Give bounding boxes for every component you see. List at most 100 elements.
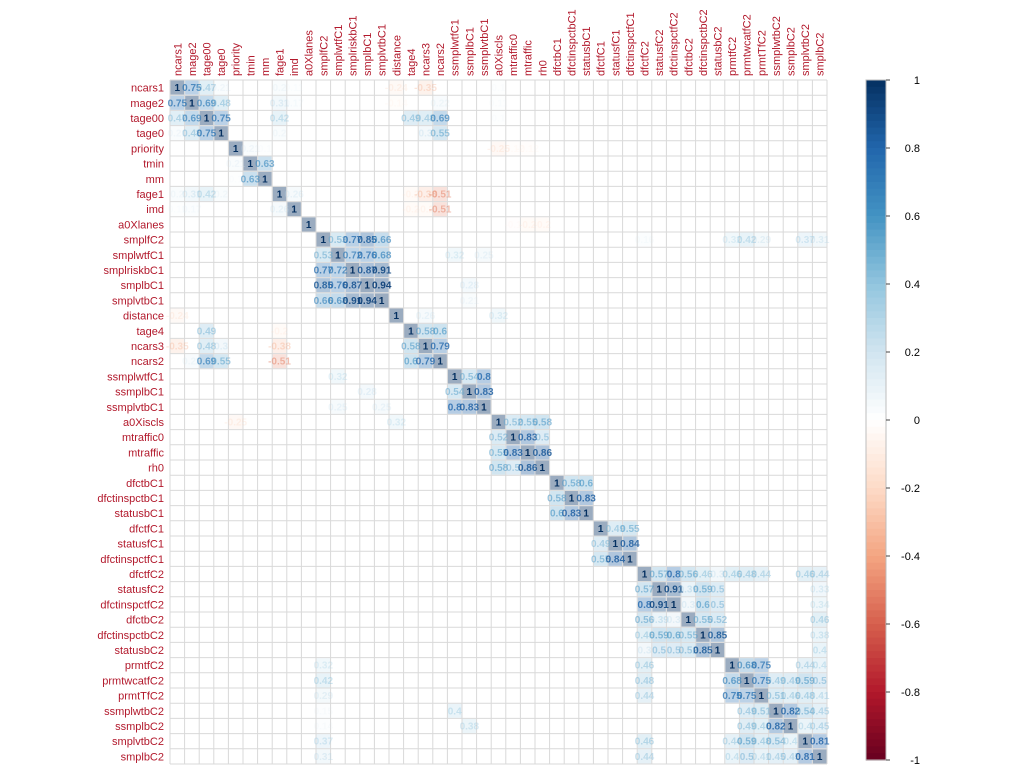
cell-value-label: 1 (321, 235, 327, 246)
heatmap-cell-dfctfC2-dfctbC2 (681, 566, 696, 582)
cell-value-label: -0.24 (385, 83, 408, 94)
heatmap-cell-imd-ncars2 (433, 202, 447, 217)
colorbar-segment (866, 671, 886, 679)
cell-value-label: 0.25 (474, 250, 494, 261)
cell-value-label: 0.48 (635, 676, 655, 687)
heatmap-cell-smplwtfC1-smplriskbC1 (345, 247, 360, 262)
cell-value-label: 0.44 (810, 570, 830, 581)
cell-value-label: 0.4 (448, 706, 462, 717)
heatmap-cell-ncars1-ncars3 (418, 80, 433, 95)
cell-value-label: 0.28 (357, 387, 377, 398)
cell-value-label: 1 (773, 706, 779, 717)
colorbar-segment (866, 576, 886, 584)
cell-value-label: 0.25 (372, 402, 392, 413)
cell-value-label: 0.85 (314, 281, 334, 292)
heatmap-cell-ssmplvtbC1-ssmplbC1 (462, 399, 477, 414)
cell-value-label: 0.32 (314, 661, 334, 672)
cell-value-label: -0.1 (504, 220, 522, 231)
row-label-ssmplwtfC1: ssmplwtfC1 (107, 371, 164, 383)
colorbar-tick-label: -0.4 (901, 551, 920, 563)
cell-value-label: 0.75 (168, 98, 188, 109)
colorbar-segment (866, 345, 886, 353)
cell-value-label: 0.63 (241, 174, 261, 185)
row-label-tage00: tage00 (130, 113, 164, 125)
heatmap-cell-smplfC2-smplbC1 (360, 232, 374, 247)
colorbar-segment (866, 372, 886, 380)
colorbar-segment (866, 698, 886, 707)
heatmap-cell-prmtTfC2-dfctfC2 (637, 688, 652, 703)
cell-value-label: 0.42 (314, 676, 334, 687)
heatmap-cell-tage00-tage4 (404, 110, 418, 126)
row-label-a0Xiscls: a0Xiscls (123, 417, 164, 429)
cell-value-label: 1 (204, 114, 210, 125)
column-label-a0Xiscls: a0Xiscls (494, 35, 506, 76)
heatmap-cell-smplvtbC2-prmtTfC2 (754, 734, 769, 749)
colorbar-segment (866, 549, 886, 557)
cell-value-label: 0.42 (197, 190, 217, 201)
cell-value-label: 0.45 (781, 752, 801, 763)
colorbar-segment (866, 338, 886, 346)
cell-value-label: 0.59 (737, 737, 757, 748)
cell-value-label: 0.69 (182, 114, 202, 125)
heatmap-cell-dfctinspctbC1-dfctinspctbC1 (564, 490, 579, 506)
colorbar-segment (866, 732, 886, 741)
column-label-smplfC2: smplfC2 (318, 36, 330, 76)
cell-value-label: 1 (175, 83, 181, 94)
cell-value-label: 0.58 (401, 342, 421, 353)
cell-value-label: 1 (686, 615, 692, 626)
column-label-distance: distance (391, 35, 403, 76)
cell-value-label: 0.56 (635, 615, 655, 626)
cell-value-label: 0.83 (562, 509, 582, 520)
heatmap-cell-ncars2-ncars3 (418, 354, 433, 369)
heatmap-cell-tage00-ncars3 (418, 110, 433, 126)
cell-value-label: 0.86 (518, 463, 538, 474)
column-label-dfctfC1: dfctfC1 (596, 41, 608, 76)
cell-value-label: 0.1 (258, 144, 272, 155)
heatmap-cell-a0Xiscls-mtraffic (520, 414, 535, 430)
heatmap-cell-statusbC2-statusfC2 (652, 642, 666, 658)
colorbar-tick-label: 0.4 (905, 279, 920, 291)
cell-value-label: 0.1 (229, 174, 243, 185)
cell-value-label: 0.45 (810, 706, 830, 717)
cell-value-label: 0.3 (681, 600, 695, 611)
heatmap-cell-tmin-priority (228, 156, 243, 171)
column-label-smplvtbC2: smplvtbC2 (800, 24, 812, 76)
colorbar-segment (866, 127, 886, 135)
cell-value-label: 0.69 (197, 98, 217, 109)
heatmap-cell-dfctbC2-statusbC2 (710, 612, 725, 627)
heatmap-cell-tage4-tage00 (199, 323, 214, 338)
colorbar-segment (866, 719, 886, 727)
cell-value-label: 0.3 (419, 129, 433, 140)
colorbar-segment (866, 216, 886, 224)
heatmap-cell-smplfC2-smplfC2 (316, 232, 331, 247)
cell-value-label: 0.41 (810, 691, 830, 702)
row-label-ssmplbC2: ssmplbC2 (115, 721, 164, 733)
row-label-mtraffic0: mtraffic0 (122, 432, 164, 444)
cell-value-label: 0.4 (813, 646, 827, 657)
cell-value-label: 0.53 (314, 250, 334, 261)
heatmap-cell-priority-mtraffic0 (506, 141, 520, 156)
heatmap-cell-distance-ncars1 (170, 308, 185, 323)
column-label-smplbC2: smplbC2 (815, 33, 827, 76)
heatmap-cell-ssmplvtbC1-ssmplwtfC1 (447, 399, 462, 414)
heatmap-cell-fage1-imd (287, 186, 301, 202)
heatmap-cell-prmtwcatfC2-smplbC2 (812, 673, 827, 688)
heatmap-cell-statusfC1-dfctinspctfC1 (623, 536, 637, 551)
heatmap-cell-ssmplbC1-smplbC1 (360, 384, 374, 399)
heatmap-cell-dfctfC2-statusfC2 (652, 566, 666, 582)
cell-value-label: 0.3 (214, 342, 228, 353)
cell-value-label: 0.68 (328, 296, 348, 307)
colorbar-segment (866, 386, 886, 394)
heatmap-cell-tage0-tage00 (199, 126, 214, 141)
cell-value-label: 0.31 (182, 190, 202, 201)
cell-value-label: 0.94 (357, 296, 377, 307)
heatmap-cell-rh0-rh0 (535, 460, 550, 475)
heatmap-cell-ncars2-tage0 (214, 354, 228, 369)
colorbar-segment (866, 692, 886, 700)
cell-value-label: 0.31 (314, 752, 334, 763)
cell-value-label: 0.53 (328, 235, 348, 246)
colorbar-segment (866, 583, 886, 591)
cell-value-label: 0.54 (445, 387, 465, 398)
heatmap-cell-smplwtfC1-ssmplwtfC1 (447, 247, 462, 262)
heatmap-cell-imd-ncars3 (418, 202, 433, 217)
